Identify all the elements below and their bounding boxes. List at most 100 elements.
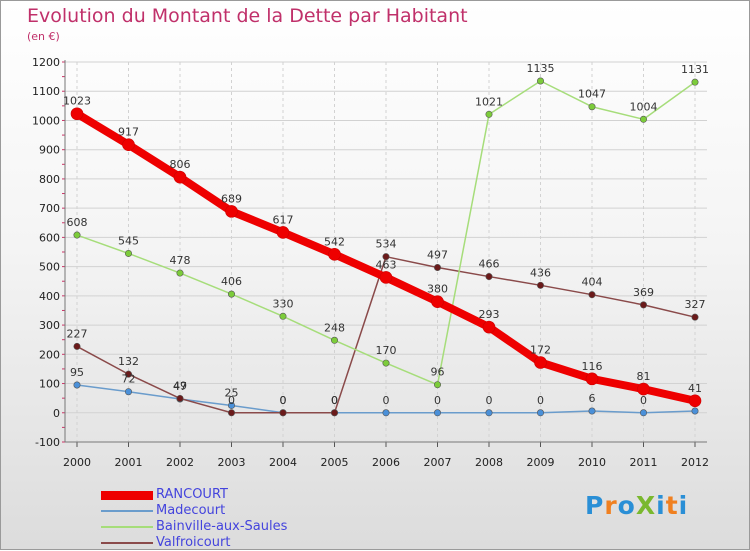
data-label-valfroicourt: 534 <box>376 238 397 251</box>
data-label-bainville-aux-saules: 330 <box>273 297 294 310</box>
data-point-rancourt <box>379 271 393 284</box>
data-label-madecourt: 0 <box>537 394 544 407</box>
proxiti-logo: ProXiti <box>585 491 688 520</box>
y-tick-label: 900 <box>39 144 60 157</box>
data-label-rancourt: 806 <box>170 158 191 171</box>
legend-swatch <box>101 542 153 544</box>
legend-swatch <box>101 490 153 500</box>
y-tick-label: 300 <box>39 319 60 332</box>
data-label-bainville-aux-saules: 1135 <box>527 62 555 75</box>
x-tick-label: 2002 <box>166 456 194 469</box>
legend-item: Valfroicourt <box>101 535 361 551</box>
data-label-bainville-aux-saules: 1131 <box>681 63 709 76</box>
data-point-madecourt <box>73 381 81 389</box>
data-label-valfroicourt: 0 <box>280 394 287 407</box>
x-tick-label: 2001 <box>115 456 143 469</box>
logo-letter: r <box>604 491 618 520</box>
x-tick-label: 2004 <box>269 456 297 469</box>
legend-item: Bainville-aux-Saules <box>101 519 361 535</box>
y-tick-label: 0 <box>53 407 60 420</box>
data-point-bainville-aux-saules <box>330 336 338 344</box>
data-label-rancourt: 689 <box>221 192 242 205</box>
data-point-rancourt <box>173 170 187 184</box>
logo-letter: i <box>678 491 689 520</box>
data-label-valfroicourt: 466 <box>479 258 500 271</box>
x-tick-label: 2009 <box>527 456 555 469</box>
data-point-rancourt <box>122 138 135 152</box>
data-label-bainville-aux-saules: 248 <box>324 321 345 334</box>
data-point-madecourt <box>639 409 647 417</box>
data-label-valfroicourt: 369 <box>633 286 654 299</box>
logo-letter: o <box>617 491 636 520</box>
logo-letter: i <box>656 491 666 520</box>
data-label-valfroicourt: 436 <box>530 266 551 279</box>
legend-swatch <box>101 526 153 528</box>
data-point-bainville-aux-saules <box>382 359 390 367</box>
legend-item: RANCOURT <box>101 487 361 503</box>
data-label-madecourt: 72 <box>122 373 136 386</box>
legend-label: RANCOURT <box>156 487 228 502</box>
data-point-valfroicourt <box>125 370 133 378</box>
x-tick-label: 2007 <box>424 456 452 469</box>
data-label-rancourt: 81 <box>637 370 651 383</box>
data-label-bainville-aux-saules: 1021 <box>475 95 503 108</box>
data-label-bainville-aux-saules: 1047 <box>578 88 606 101</box>
data-point-valfroicourt <box>536 281 544 289</box>
data-point-rancourt <box>482 320 496 334</box>
data-point-rancourt <box>431 295 444 308</box>
data-point-bainville-aux-saules <box>228 290 236 298</box>
data-label-valfroicourt: 227 <box>67 327 88 340</box>
data-label-rancourt: 293 <box>479 308 500 321</box>
x-tick-label: 2010 <box>578 456 606 469</box>
legend-label: Valfroicourt <box>156 535 231 550</box>
data-label-madecourt: 0 <box>434 394 441 407</box>
data-label-bainville-aux-saules: 545 <box>118 234 139 247</box>
data-point-valfroicourt <box>639 301 647 309</box>
data-point-rancourt <box>637 382 650 396</box>
y-tick-label: 500 <box>39 261 60 274</box>
y-tick-label: 200 <box>39 348 60 361</box>
data-point-valfroicourt <box>73 342 81 350</box>
data-label-rancourt: 380 <box>427 283 448 296</box>
legend-label: Madecourt <box>156 503 226 518</box>
data-point-rancourt <box>276 226 290 239</box>
data-point-valfroicourt <box>485 273 493 281</box>
data-point-valfroicourt <box>176 394 184 402</box>
data-label-rancourt: 41 <box>688 382 702 395</box>
data-point-bainville-aux-saules <box>73 231 81 239</box>
data-label-rancourt: 542 <box>324 235 345 248</box>
data-point-valfroicourt <box>691 313 699 321</box>
y-tick-label: -100 <box>35 436 60 449</box>
data-point-valfroicourt <box>279 409 287 417</box>
logo-letter: t <box>665 491 679 520</box>
logo-letter: X <box>635 491 657 520</box>
data-label-valfroicourt: 497 <box>427 248 448 261</box>
data-point-bainville-aux-saules <box>588 103 596 111</box>
data-label-madecourt: 95 <box>70 366 84 379</box>
logo-letter: P <box>585 491 605 520</box>
data-label-bainville-aux-saules: 96 <box>431 366 445 379</box>
data-point-madecourt <box>228 401 236 409</box>
data-point-bainville-aux-saules <box>176 269 184 277</box>
data-point-bainville-aux-saules <box>485 110 493 118</box>
x-tick-label: 2008 <box>475 456 503 469</box>
y-tick-label: 800 <box>39 173 60 186</box>
legend-item: Madecourt <box>101 503 361 519</box>
data-label-bainville-aux-saules: 1004 <box>630 100 658 113</box>
data-point-bainville-aux-saules <box>691 78 699 86</box>
data-label-madecourt: 6 <box>589 392 596 405</box>
data-point-rancourt <box>225 205 238 218</box>
legend-swatch <box>101 510 153 512</box>
data-point-madecourt <box>125 388 133 396</box>
data-point-bainville-aux-saules <box>536 77 544 85</box>
data-point-madecourt <box>382 409 390 417</box>
data-point-bainville-aux-saules <box>433 381 441 389</box>
x-tick-label: 2006 <box>372 456 400 469</box>
data-label-valfroicourt: 49 <box>173 379 187 392</box>
data-label-valfroicourt: 404 <box>582 276 603 289</box>
data-point-madecourt <box>536 409 544 417</box>
data-point-rancourt <box>70 107 84 121</box>
data-label-rancourt: 1023 <box>63 95 91 108</box>
